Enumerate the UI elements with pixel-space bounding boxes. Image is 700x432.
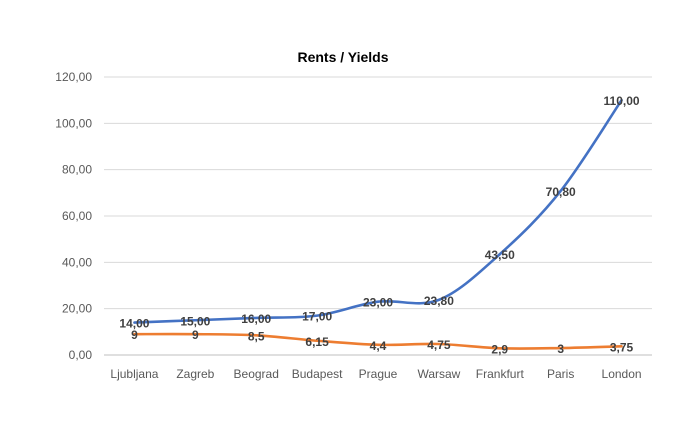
chart-title: Rents / Yields xyxy=(297,49,388,65)
data-label: 6,15 xyxy=(305,335,329,349)
data-label: 3 xyxy=(557,342,564,356)
data-label: 43,50 xyxy=(485,248,515,262)
series-line-1 xyxy=(133,98,623,324)
y-tick-label: 120,00 xyxy=(55,70,92,84)
gridlines xyxy=(104,76,652,356)
y-tick-label: 40,00 xyxy=(62,255,92,269)
y-tick-label: 20,00 xyxy=(62,302,92,316)
x-tick-label: Warsaw xyxy=(417,367,460,381)
data-label: 70,80 xyxy=(546,185,576,199)
y-tick-label: 60,00 xyxy=(62,209,92,223)
data-label: 16,00 xyxy=(241,312,271,326)
series-line-2 xyxy=(133,332,623,350)
data-label: 23,00 xyxy=(363,296,393,310)
data-label: 14,00 xyxy=(119,317,149,331)
data-labels: 14,00 15,00 16,00 17,00 23,00 23,80 43,50 70,80… xyxy=(119,94,639,356)
x-tick-label: Budapest xyxy=(292,367,343,381)
y-tick-label: 0,00 xyxy=(69,348,93,362)
data-label: 2,9 xyxy=(491,342,508,356)
data-label: 3,75 xyxy=(610,340,634,354)
data-label: 23,80 xyxy=(424,294,454,308)
data-label: 15,00 xyxy=(180,314,210,328)
data-label: 8,5 xyxy=(248,329,265,343)
x-tick-label: Ljubljana xyxy=(110,367,158,381)
x-tick-label: London xyxy=(602,367,642,381)
y-tick-label: 100,00 xyxy=(55,116,92,130)
y-axis-ticks: 0,00 20,00 40,00 60,00 80,00 100,00 120,00 xyxy=(55,70,92,362)
x-tick-label: Paris xyxy=(547,367,574,381)
x-tick-label: Prague xyxy=(359,367,398,381)
data-label: 4,75 xyxy=(427,338,451,352)
data-label: 9 xyxy=(192,328,199,342)
y-tick-label: 80,00 xyxy=(62,163,92,177)
x-tick-label: Zagreb xyxy=(176,367,214,381)
x-tick-label: Beograd xyxy=(234,367,279,381)
x-axis-ticks: Ljubljana Zagreb Beograd Budapest Prague Wars… xyxy=(110,367,641,381)
data-label: 9 xyxy=(131,328,138,342)
x-tick-label: Frankfurt xyxy=(476,367,525,381)
data-label: 110,00 xyxy=(604,94,640,108)
data-label: 4,4 xyxy=(370,339,387,353)
series-lines xyxy=(133,98,623,350)
data-label: 17,00 xyxy=(302,310,332,324)
